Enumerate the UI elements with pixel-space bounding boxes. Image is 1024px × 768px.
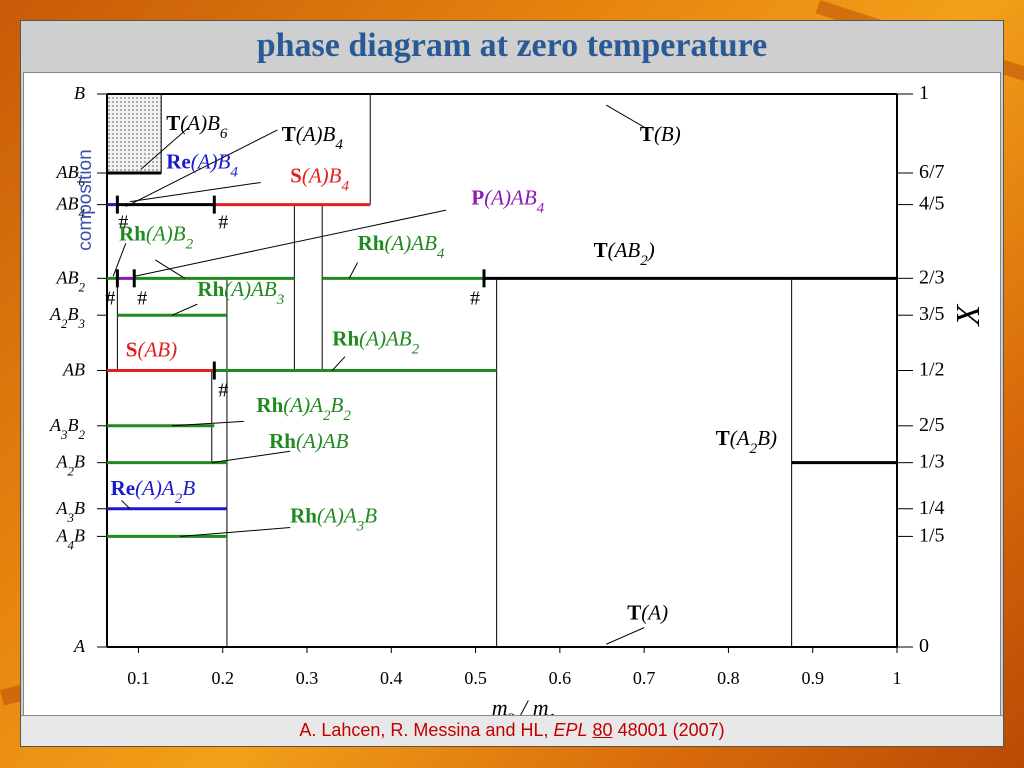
right-tick-label: 6/7	[919, 161, 945, 183]
hash-marker: #	[137, 287, 147, 309]
leader-line	[606, 627, 645, 645]
left-tick-label: A3B	[56, 498, 85, 525]
left-tick-label: A3B2	[49, 415, 85, 442]
tab6-region	[106, 93, 162, 174]
composition-label: composition	[75, 149, 96, 251]
label-reab4: Re(A)B4	[166, 150, 238, 181]
citation-volume: 80	[592, 720, 613, 740]
label-tab4: T(A)B4	[282, 122, 344, 153]
page-title: phase diagram at zero temperature	[256, 27, 768, 64]
leader-line	[134, 209, 447, 277]
hash-marker: #	[105, 287, 115, 309]
right-tick-label: 2/5	[919, 414, 945, 436]
left-tick-label: AB4	[56, 194, 86, 221]
label-tab6: T(A)B6	[166, 111, 228, 142]
x-tick-label: 0.4	[380, 668, 403, 688]
right-tick-label: 0	[919, 635, 929, 657]
label-ta: T(A)	[627, 600, 668, 624]
hash-marker: #	[218, 212, 228, 234]
x-tick-label: 0.3	[296, 668, 319, 688]
hash-marker: #	[470, 287, 480, 309]
left-tick-label: A4B	[56, 525, 85, 552]
leader-line	[155, 259, 186, 279]
right-tick-label: 4/5	[919, 193, 945, 215]
x-tick-label: 0.6	[549, 668, 572, 688]
x-tick-label: 0.1	[127, 668, 150, 688]
hash-marker: #	[218, 380, 228, 402]
citation-footer: A. Lahcen, R. Messina and HL, EPL 80 480…	[21, 715, 1003, 746]
x-tick-label: 0.9	[801, 668, 824, 688]
x-tick-label: 0.8	[717, 668, 740, 688]
x-axis-label: m2 / m1	[492, 695, 557, 716]
right-tick-label: 1/2	[919, 359, 945, 381]
leader-line	[129, 181, 261, 203]
label-rhab2: Rh(A)B2	[119, 222, 194, 253]
leader-line	[121, 500, 131, 510]
x-tick-label: 0.5	[464, 668, 487, 688]
label-sab4: S(A)B4	[290, 163, 349, 194]
leader-line	[605, 104, 645, 128]
left-tick-label: AB	[62, 360, 85, 380]
label-rhaab4: Rh(A)AB4	[358, 231, 445, 262]
label-sab: S(AB)	[126, 338, 177, 362]
right-tick-label: 1/3	[919, 451, 945, 473]
left-tick-label: A	[73, 636, 86, 656]
citation-journal: EPL	[553, 720, 588, 740]
phase-diagram: # # # # # # T(A)B6 T(A)B4 T(B) Re(A)B4 S(A)B4 P(A)A…	[49, 82, 987, 728]
citation-authors: A. Lahcen, R. Messina and HL,	[299, 720, 549, 740]
label-rhaab3: Rh(A)AB3	[197, 277, 284, 308]
label-reaa2b: Re(A)A2B	[111, 476, 196, 507]
right-tick-label: 1/5	[919, 524, 945, 546]
leader-line	[112, 243, 127, 277]
right-tick-label: 2/3	[919, 266, 945, 288]
diagram-panel: # # # # # # T(A)B6 T(A)B4 T(B) Re(A)B4 S(A)B4 P(A)A…	[23, 72, 1001, 728]
leader-line	[331, 356, 346, 371]
leader-line	[180, 527, 291, 537]
label-tb: T(B)	[640, 122, 681, 146]
leader-line	[172, 420, 244, 427]
x-tick-label: 1	[893, 668, 902, 688]
leader-line	[348, 262, 359, 279]
label-paab4: P(A)AB4	[471, 186, 544, 217]
left-tick-label: AB6	[56, 162, 86, 189]
label-tab2: T(AB2)	[594, 238, 655, 269]
left-tick-label: A2B	[56, 452, 85, 479]
leader-line	[125, 129, 278, 208]
right-tick-label: 1	[919, 82, 929, 104]
leader-line	[211, 450, 291, 464]
y-axis-label: X	[950, 304, 987, 328]
citation-rest: 48001 (2007)	[617, 720, 725, 740]
right-tick-label: 1/4	[919, 497, 945, 519]
left-tick-label: AB2	[56, 267, 86, 294]
x-tick-label: 0.7	[633, 668, 656, 688]
right-tick-label: 3/5	[919, 303, 945, 325]
label-rhaa2b2: Rh(A)A2B2	[256, 393, 351, 424]
label-ta2b: T(A2B)	[716, 426, 777, 457]
left-tick-label: A2B3	[49, 304, 85, 331]
slide-frame: phase diagram at zero temperature # # # # # #…	[20, 20, 1004, 747]
label-rhaab: Rh(A)AB	[269, 429, 349, 453]
label-rhaab2: Rh(A)AB2	[332, 327, 419, 358]
hash-marker: #	[118, 212, 128, 234]
left-tick-label: B	[74, 83, 85, 103]
label-rhaa3b: Rh(A)A3B	[290, 504, 377, 535]
x-tick-label: 0.2	[211, 668, 234, 688]
leader-line	[171, 303, 198, 316]
leader-line	[140, 126, 190, 170]
